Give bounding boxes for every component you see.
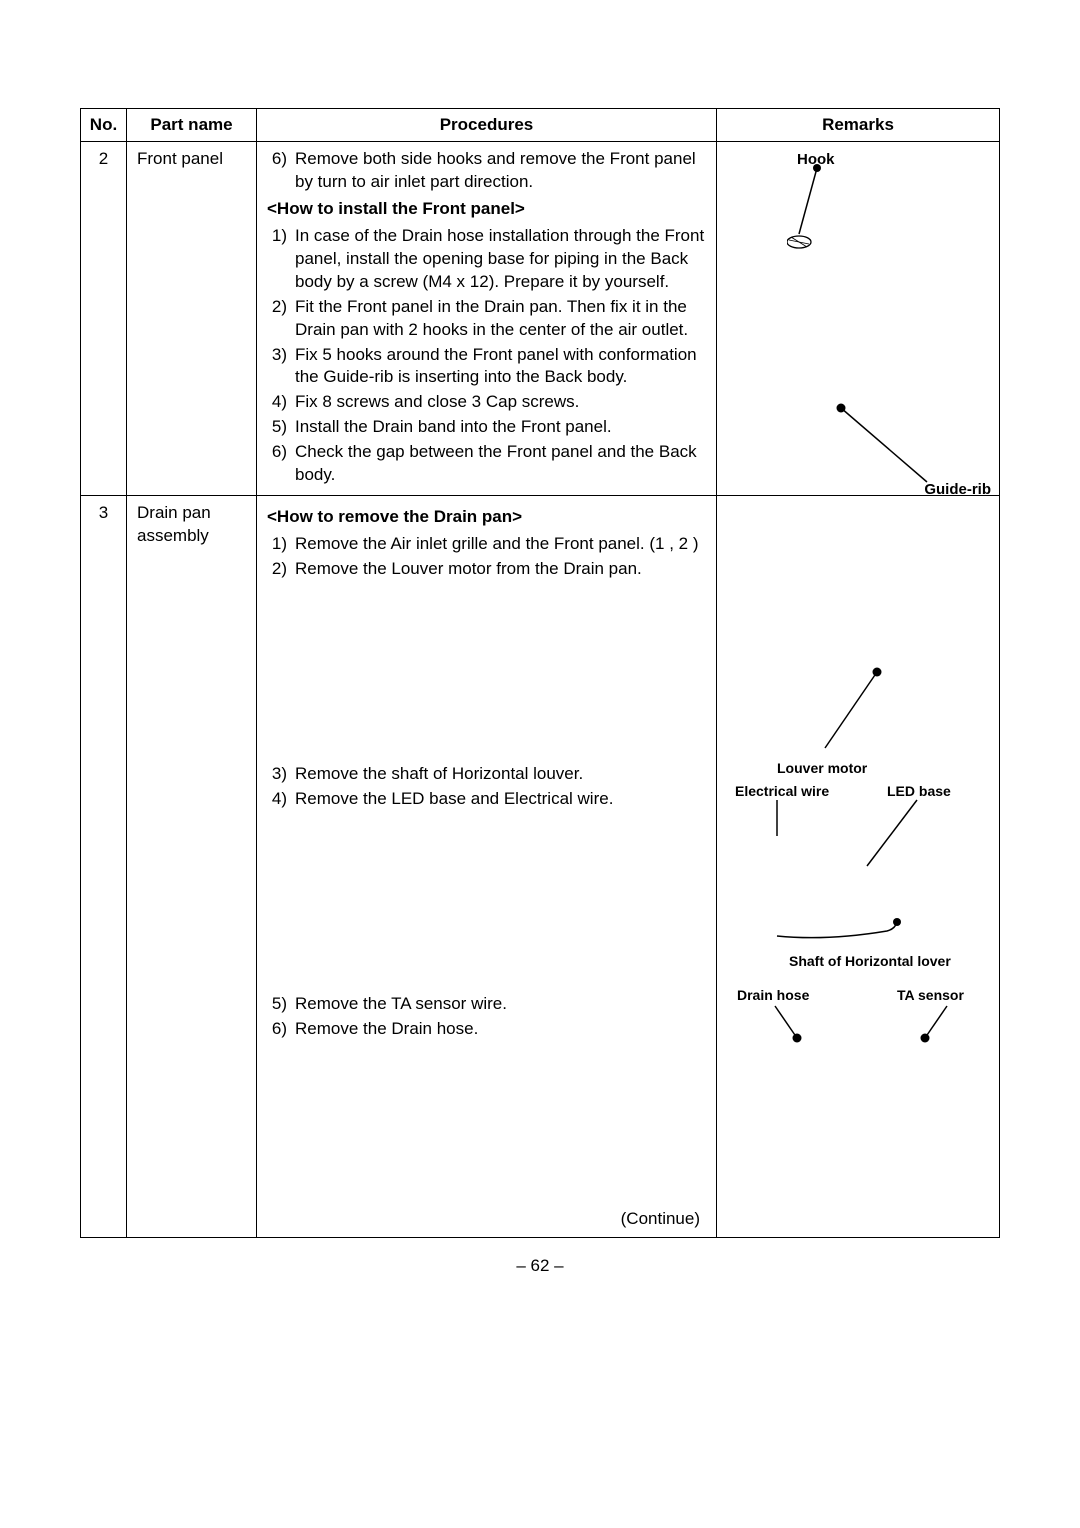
step-text: Remove the Louver motor from the Drain p… bbox=[291, 558, 706, 581]
row2-remarks: Hook Guide-rib bbox=[717, 142, 1000, 496]
row3-procedures: <How to remove the Drain pan> 1) Remove … bbox=[257, 496, 717, 1238]
row3-no: 3 bbox=[81, 496, 127, 1238]
header-no: No. bbox=[81, 109, 127, 142]
louver-motor-label: Louver motor bbox=[777, 759, 867, 778]
louver-motor-diagram-icon bbox=[817, 666, 897, 756]
install-title: <How to install the Front panel> bbox=[267, 198, 706, 221]
row2-part: Front panel bbox=[127, 142, 257, 496]
step-text: Install the Drain band into the Front pa… bbox=[291, 416, 706, 439]
step-number: 5) bbox=[267, 993, 291, 1016]
row3-part: Drain pan assembly bbox=[127, 496, 257, 1238]
header-part: Part name bbox=[127, 109, 257, 142]
guide-rib-diagram-icon bbox=[827, 402, 937, 492]
header-rem: Remarks bbox=[717, 109, 1000, 142]
step-number: 2) bbox=[267, 296, 291, 342]
step-number: 4) bbox=[267, 788, 291, 811]
step-number: 3) bbox=[267, 763, 291, 786]
table-row: 2 Front panel 6) Remove both side hooks … bbox=[81, 142, 1000, 496]
step-number: 5) bbox=[267, 416, 291, 439]
step-text: In case of the Drain hose installation t… bbox=[291, 225, 706, 294]
procedures-table: No. Part name Procedures Remarks 2 Front… bbox=[80, 108, 1000, 1238]
electrical-led-diagram-icon bbox=[737, 796, 987, 956]
step-number: 2) bbox=[267, 558, 291, 581]
step-number: 3) bbox=[267, 344, 291, 390]
step-text: Fix 5 hooks around the Front panel with … bbox=[291, 344, 706, 390]
step-text: Remove both side hooks and remove the Fr… bbox=[291, 148, 706, 194]
step-text: Remove the LED base and Electrical wire. bbox=[291, 788, 706, 811]
row2-procedures: 6) Remove both side hooks and remove the… bbox=[257, 142, 717, 496]
remove-title: <How to remove the Drain pan> bbox=[267, 506, 706, 529]
table-row: 3 Drain pan assembly <How to remove the … bbox=[81, 496, 1000, 1238]
page-number: – 62 – bbox=[80, 1256, 1000, 1276]
step-number: 6) bbox=[267, 148, 291, 194]
row2-no: 2 bbox=[81, 142, 127, 496]
step-text: Fit the Front panel in the Drain pan. Th… bbox=[291, 296, 706, 342]
header-proc: Procedures bbox=[257, 109, 717, 142]
step-number: 6) bbox=[267, 1018, 291, 1041]
row3-remarks: Louver motor Electrical wire LED base Sh… bbox=[717, 496, 1000, 1238]
step-number: 6) bbox=[267, 441, 291, 487]
step-text: Remove the Drain hose. bbox=[291, 1018, 706, 1041]
step-text: Fix 8 screws and close 3 Cap screws. bbox=[291, 391, 706, 414]
continue-label: (Continue) bbox=[267, 1208, 706, 1231]
step-number: 1) bbox=[267, 225, 291, 294]
step-text: Check the gap between the Front panel an… bbox=[291, 441, 706, 487]
step-text: Remove the shaft of Horizontal louver. bbox=[291, 763, 706, 786]
step-number: 4) bbox=[267, 391, 291, 414]
shaft-label: Shaft of Horizontal lover bbox=[789, 952, 951, 971]
step-number: 1) bbox=[267, 533, 291, 556]
step-text: Remove the TA sensor wire. bbox=[291, 993, 706, 1016]
drain-ta-diagram-icon bbox=[737, 1002, 987, 1052]
hook-diagram-icon bbox=[787, 164, 847, 259]
step-text: Remove the Air inlet grille and the Fron… bbox=[291, 533, 706, 556]
